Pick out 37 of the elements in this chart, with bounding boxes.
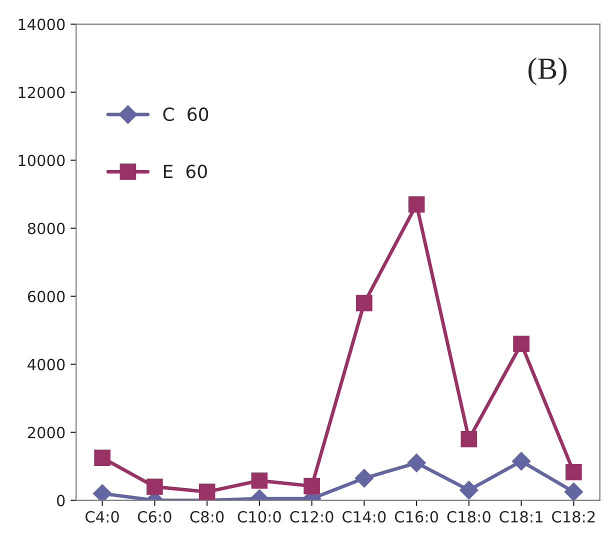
x-tick-label: C4:0 — [86, 511, 119, 523]
point — [564, 482, 584, 500]
point — [354, 468, 374, 488]
legend-label: E 60 — [164, 164, 207, 178]
y-tick-label: 14000 — [18, 18, 65, 30]
point — [460, 480, 478, 500]
point — [198, 484, 216, 500]
point — [513, 336, 530, 352]
x-tick-label: C10:0 — [238, 511, 281, 523]
y-tick-label: 10000 — [18, 154, 65, 166]
x-tick-label: C14:0 — [342, 511, 386, 523]
x-tick-label: C12:0 — [290, 511, 334, 523]
point — [408, 196, 425, 213]
point — [512, 452, 531, 471]
point — [460, 430, 478, 448]
annotation: (B) — [528, 58, 567, 86]
y-tick-label: 0 — [56, 494, 65, 506]
y-tick-label: 4000 — [28, 358, 65, 370]
point — [566, 464, 582, 480]
point — [94, 450, 110, 466]
y-tick-label: 12000 — [18, 86, 65, 98]
x-tick-label: C6:0 — [138, 511, 172, 523]
point — [146, 478, 163, 495]
point — [251, 472, 268, 489]
point — [92, 484, 112, 500]
x-tick-label: C8:0 — [190, 511, 224, 523]
x-tick-label: C18:0 — [447, 511, 490, 523]
y-tick-label: 6000 — [28, 290, 65, 302]
x-tick-label: C18:2 — [552, 511, 595, 523]
x-tick-label: C16:0 — [394, 511, 438, 523]
point — [356, 294, 372, 312]
point — [407, 454, 426, 472]
y-tick-label: 2000 — [28, 426, 65, 438]
y-tick-label: 8000 — [28, 222, 65, 234]
legend-label: C 60 — [163, 107, 208, 122]
point — [304, 478, 320, 494]
x-tick-label: C18:1 — [500, 511, 542, 523]
